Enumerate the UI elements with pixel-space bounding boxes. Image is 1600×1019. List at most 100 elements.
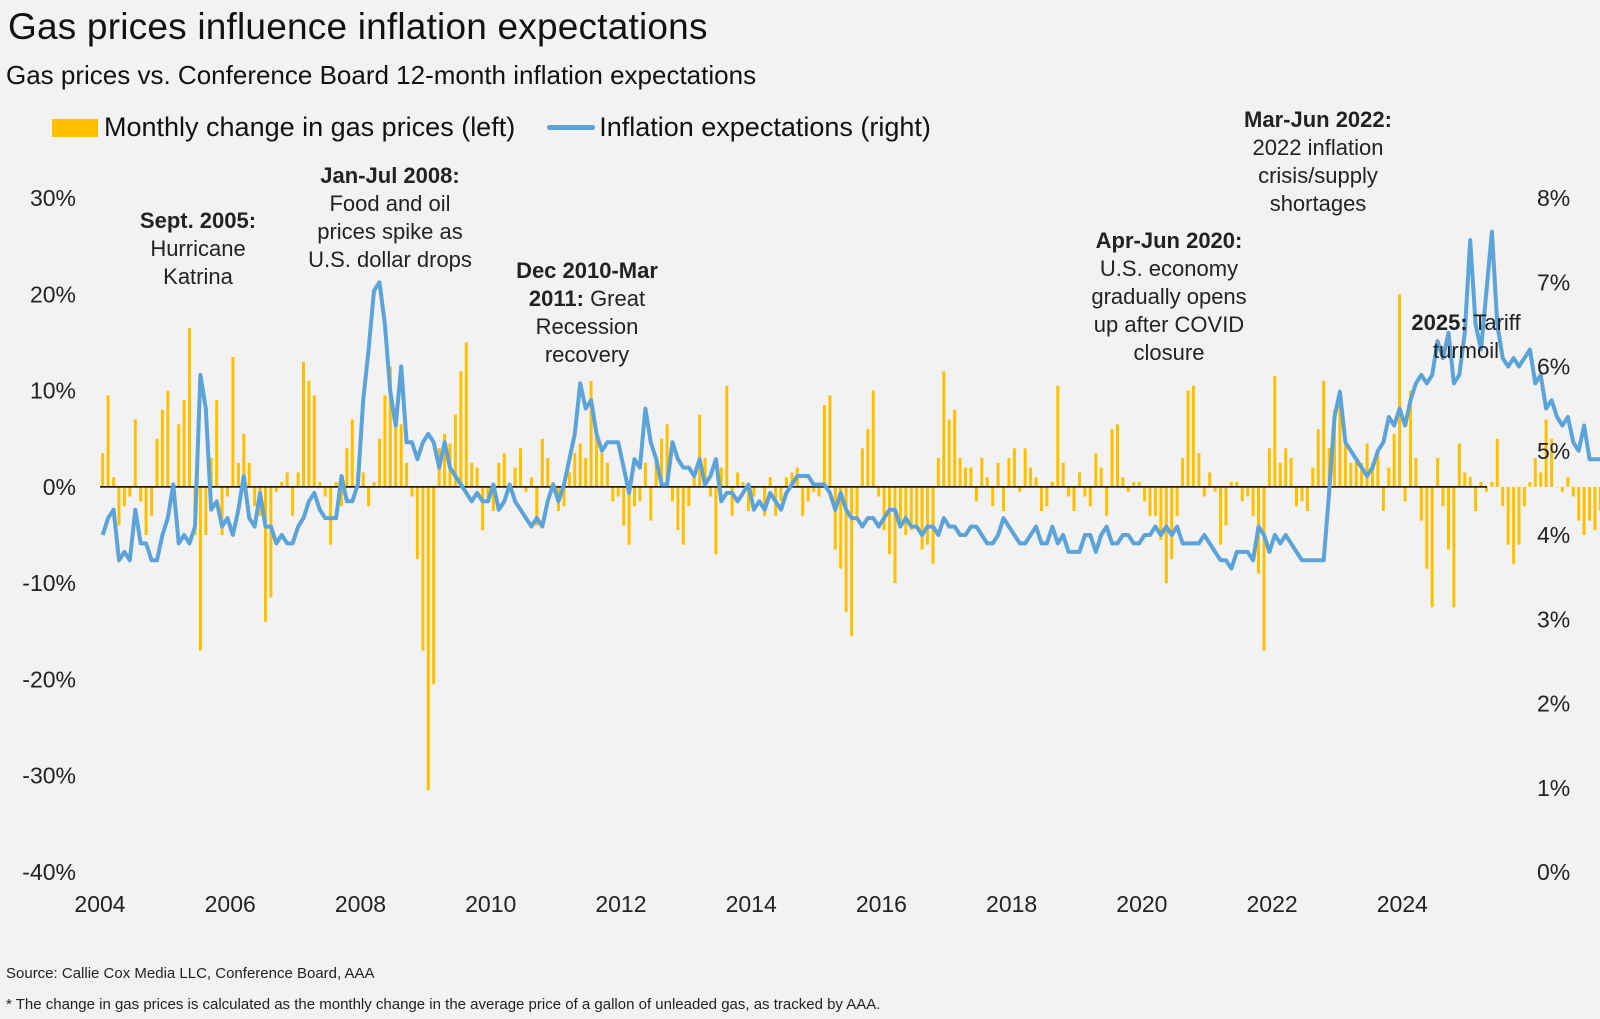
gas-change-bar (1278, 462, 1282, 487)
gas-change-bar (1240, 486, 1244, 502)
gas-change-bar (464, 342, 468, 487)
gas-change-bar (817, 486, 821, 497)
gas-change-bar (280, 482, 284, 487)
gas-change-bar (1191, 385, 1195, 487)
gas-change-bar (215, 400, 219, 487)
gas-change-bar (242, 433, 246, 487)
x-tick-label: 2006 (205, 891, 256, 917)
gas-change-bar (654, 458, 658, 487)
gas-change-bar (877, 486, 881, 497)
gas-change-bar (947, 419, 951, 487)
gas-change-bar (1479, 482, 1483, 487)
annotation-line: closure (1134, 340, 1205, 365)
gas-change-bar (1126, 486, 1130, 492)
gas-change-bar (139, 486, 143, 502)
gas-change-bar (1164, 486, 1168, 584)
gas-change-bar (882, 486, 886, 531)
gas-change-bar (790, 472, 794, 487)
gas-change-bar (247, 462, 251, 487)
gas-change-bar (600, 453, 604, 487)
gas-change-bar (888, 486, 891, 555)
gas-change-bar (1295, 486, 1298, 507)
annotation-line: 2011: Great (529, 286, 645, 311)
gas-change-bar (1088, 486, 1092, 507)
gas-change-bar (893, 486, 897, 584)
gas-change-bar (1061, 462, 1065, 487)
annotation-line: U.S. economy (1100, 256, 1238, 281)
gas-change-bar (481, 486, 485, 531)
gas-change-bar (1153, 486, 1157, 516)
annotation-heading: Mar-Jun 2022: (1244, 107, 1392, 132)
gas-change-bar (969, 467, 973, 487)
left-tick-label: 20% (30, 281, 76, 307)
gas-change-bar (1175, 486, 1179, 516)
gas-change-bar (828, 395, 832, 487)
gas-change-bar (676, 486, 680, 531)
gas-change-bar (1598, 486, 1600, 511)
annotation-heading: Jan-Jul 2008: (320, 163, 459, 188)
gas-change-bar (562, 486, 566, 507)
gas-change-bar (1029, 467, 1033, 487)
gas-change-bar (1387, 467, 1391, 487)
annotation-line: up after COVID (1094, 312, 1244, 337)
left-tick-label: 10% (30, 378, 76, 404)
x-tick-label: 2010 (465, 891, 516, 917)
gas-change-bar (719, 467, 723, 487)
gas-change-bar (182, 400, 186, 487)
gas-change-bar (291, 486, 295, 516)
annotation-line: Recession (536, 314, 639, 339)
gas-change-bar (1577, 486, 1581, 521)
gas-change-bar (128, 486, 132, 497)
left-tick-label: 0% (43, 474, 76, 500)
gas-change-bar (497, 462, 501, 487)
gas-change-bar (198, 486, 202, 651)
gas-change-bar (1094, 453, 1098, 487)
gas-change-bar (1403, 486, 1407, 502)
gas-change-bar (709, 486, 712, 497)
gas-change-bar (519, 448, 522, 487)
gas-change-bar (822, 405, 826, 487)
legend-swatch-bars (52, 118, 98, 137)
gas-change-bar (643, 462, 647, 487)
bar-series (101, 294, 1600, 791)
gas-change-bar (860, 448, 864, 487)
gas-change-bar (1105, 486, 1109, 516)
gas-change-bar (388, 366, 392, 487)
chart-title: Gas prices influence inflation expectati… (8, 6, 708, 47)
gas-change-bar (866, 429, 870, 487)
gas-change-bar (1002, 486, 1005, 511)
gas-change-bar (573, 453, 577, 487)
gas-change-bar (687, 486, 691, 507)
gas-change-bar (1056, 385, 1060, 487)
gas-change-bar (1040, 486, 1043, 511)
gas-change-bar (681, 486, 685, 545)
gas-change-bar (1555, 486, 1559, 488)
gas-change-bar (627, 486, 631, 545)
gas-change-bar (160, 409, 164, 487)
gas-change-bar (1528, 482, 1532, 487)
gas-change-bar (1582, 486, 1586, 535)
gas-change-bar (1137, 482, 1141, 487)
gas-change-bar (850, 486, 854, 637)
gas-change-bar (1371, 462, 1374, 487)
gas-change-bar (660, 438, 664, 487)
gas-change-bar (220, 486, 224, 535)
gas-change-bar (524, 486, 528, 492)
gas-change-bar (1213, 486, 1217, 492)
right-tick-label: 7% (1537, 269, 1570, 295)
gas-change-bar (231, 356, 235, 487)
gas-change-bar (106, 395, 110, 487)
gas-change-bar (1251, 486, 1255, 516)
gas-change-bar (763, 486, 767, 516)
gas-change-bar (253, 486, 257, 507)
annotation-heading: Dec 2010-Mar (516, 258, 658, 283)
gas-change-bar (312, 395, 316, 487)
annotation: 2025: Tariff turmoil (1411, 310, 1521, 363)
gas-change-bar (1023, 448, 1027, 487)
legend-swatch-line (547, 125, 596, 130)
gas-change-bar (1007, 458, 1011, 487)
x-axis: 2004 2006 2008 2010 2012 2014 2016 2018 2020 2022… (74, 891, 1428, 917)
gas-change-bar (1083, 486, 1087, 497)
gas-change-bar (101, 453, 105, 487)
annotation-heading: Apr-Jun 2020: (1096, 228, 1243, 253)
